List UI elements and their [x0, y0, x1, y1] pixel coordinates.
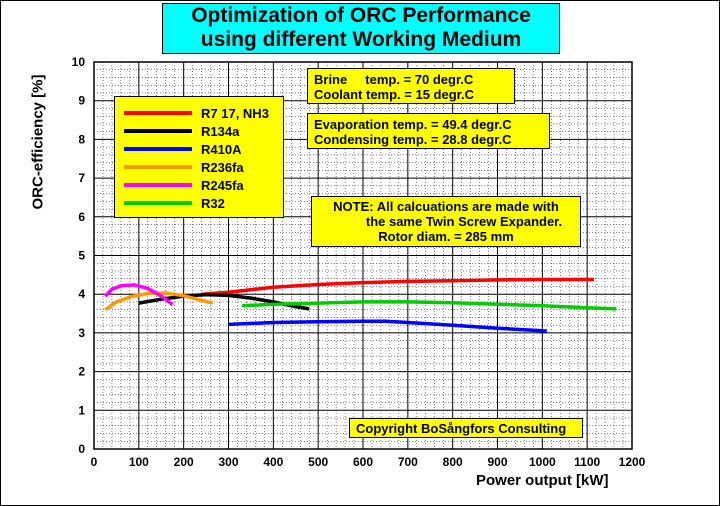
x-tick-label: 400	[263, 455, 283, 469]
x-tick-label: 800	[443, 455, 463, 469]
conditions-box-evap-cond: Evaporation temp. = 49.4 degr.C Condensi…	[307, 113, 550, 149]
series-line-2	[228, 319, 547, 333]
x-tick-label: 100	[129, 455, 149, 469]
coolant-temp-text: Coolant temp. = 15 degr.C	[314, 87, 475, 102]
condensing-temp-text: Condensing temp. = 28.8 degr.C	[314, 132, 512, 147]
y-tick-label: 7	[78, 171, 85, 185]
x-tick-label: 1100	[574, 455, 600, 469]
copyright-box: Copyright BoSångfors Consulting	[349, 418, 583, 438]
x-tick-label: 200	[174, 455, 194, 469]
y-tick-label: 0	[78, 442, 85, 456]
y-tick-labels: 0 1 2 3 4 5 6 7 8 9 10	[72, 55, 86, 456]
x-tick-labels: 0 100 200 300 400 500 600 700 800 900 1000 1100 1200	[91, 455, 646, 469]
x-tick-label: 300	[218, 455, 238, 469]
y-tick-label: 6	[78, 210, 85, 224]
x-tick-label: 700	[398, 455, 418, 469]
evaporation-temp-text: Evaporation temp. = 49.4 degr.C	[314, 117, 512, 132]
y-tick-label: 10	[72, 55, 86, 69]
x-axis-title: Power output [kW]	[476, 472, 609, 489]
series-line-0	[201, 277, 594, 296]
series-line-5	[241, 300, 617, 311]
legend-label: R410A	[201, 142, 242, 157]
chart-title-line-2: using different Working Medium	[200, 28, 522, 51]
legend-swatch	[124, 201, 192, 205]
y-tick-label: 3	[78, 326, 85, 340]
note-line-3: Rotor diam. = 285 mm	[378, 229, 514, 244]
x-tick-label: 900	[487, 455, 507, 469]
y-axis-title: ORC-efficiency [%]	[29, 74, 47, 210]
legend-label: R7 17, NH3	[201, 106, 269, 121]
legend-swatch	[124, 111, 192, 115]
legend-swatch	[124, 183, 192, 187]
legend-label: R245fa	[201, 178, 244, 193]
legend-swatch	[124, 165, 192, 169]
chart-title-line-1: Optimization of ORC Performance	[191, 4, 531, 27]
note-line-2: the same Twin Screw Expander.	[365, 214, 563, 229]
y-tick-label: 9	[78, 94, 85, 108]
legend-label: R236fa	[201, 160, 244, 175]
note-line-1: NOTE: All calcuations are made with	[333, 199, 559, 214]
chart-title-box: Optimization of ORC Performance using di…	[162, 3, 560, 54]
x-tick-label: 0	[91, 455, 98, 469]
x-tick-label: 500	[308, 455, 328, 469]
brine-temp-text: Brine temp. = 70 degr.C	[314, 72, 474, 87]
legend-label: R134a	[201, 124, 240, 139]
note-box: NOTE: All calcuations are made with the …	[311, 196, 581, 247]
x-tick-label: 600	[353, 455, 373, 469]
legend-swatch	[124, 129, 192, 133]
y-tick-label: 4	[78, 287, 85, 301]
legend-box: R7 17, NH3 R134a R410A R236fa R245fa R32	[114, 96, 284, 218]
x-tick-label: 1200	[619, 455, 646, 469]
copyright-text: Copyright BoSångfors Consulting	[356, 421, 567, 436]
legend-label: R32	[201, 196, 225, 211]
series-line-4	[103, 283, 174, 306]
plot-border	[93, 61, 633, 450]
x-tick-label: 1000	[529, 455, 556, 469]
y-tick-label: 1	[78, 403, 85, 417]
y-tick-label: 8	[78, 132, 85, 146]
legend-swatch	[124, 147, 192, 151]
y-tick-label: 5	[78, 249, 85, 263]
y-tick-label: 2	[78, 365, 85, 379]
conditions-box-temperatures: Brine temp. = 70 degr.C Coolant temp. = …	[307, 68, 515, 104]
series-layer	[103, 277, 617, 333]
